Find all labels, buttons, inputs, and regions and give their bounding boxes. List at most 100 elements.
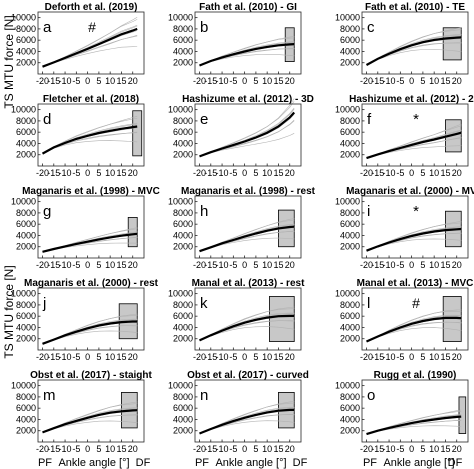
y-tick-label: 4000 bbox=[16, 138, 36, 148]
x-tick-label: -20 bbox=[36, 444, 49, 454]
y-tick-label: 8000 bbox=[16, 392, 36, 402]
y-tick-label: 4000 bbox=[340, 322, 360, 332]
panel-h: Maganaris et al. (1998) - rest 2000 400060… bbox=[168, 186, 316, 270]
axes-frame bbox=[194, 195, 302, 259]
panel-letter: o bbox=[367, 387, 375, 404]
mean-curve bbox=[199, 408, 295, 435]
x-tick-label: -15 bbox=[371, 260, 384, 270]
y-tick-label: 6000 bbox=[340, 35, 360, 45]
y-tick-label: 4000 bbox=[173, 322, 193, 332]
x-tick-label: -20 bbox=[360, 76, 373, 86]
y-tick-label: 6000 bbox=[16, 403, 36, 413]
y-tick-label: 4000 bbox=[173, 46, 193, 56]
individual-curve bbox=[199, 326, 295, 341]
y-tick-label: 6000 bbox=[340, 219, 360, 229]
x-tick-label: -10 bbox=[383, 352, 396, 362]
panel-letter: g bbox=[43, 203, 51, 220]
panel-title: Hashizume et al. (2012) - 3D bbox=[182, 94, 314, 105]
x-tick-label: 20 bbox=[452, 352, 462, 362]
x-tick-label: 5 bbox=[420, 444, 425, 454]
y-tick-label: 10000 bbox=[168, 381, 193, 391]
panel-title: Fletcher et al. (2018) bbox=[43, 94, 139, 105]
y-tick-label: 6000 bbox=[16, 219, 36, 229]
y-tick-label: 2000 bbox=[16, 242, 36, 252]
y-tick-label: 6000 bbox=[340, 403, 360, 413]
x-tick-label: 0 bbox=[409, 76, 414, 86]
panel-a: Deforth et al. (2019)2000400060008000100… bbox=[11, 2, 145, 86]
x-tick-label: -5 bbox=[72, 76, 80, 86]
x-tick-label: -20 bbox=[36, 76, 49, 86]
individual-curve bbox=[199, 101, 295, 157]
x-label-ankle-angle: Ankle angle [°] bbox=[215, 457, 286, 469]
significance-mark: * bbox=[413, 203, 419, 220]
experimental-range-box bbox=[442, 27, 462, 61]
panel-g: Maganaris et al. (1998) - MVC 2000 4000600… bbox=[11, 186, 160, 270]
mean-curve bbox=[365, 36, 462, 66]
y-tick-label: 8000 bbox=[16, 24, 36, 34]
x-tick-label: 10 bbox=[429, 444, 439, 454]
y-tick-label: 6000 bbox=[173, 219, 193, 229]
x-tick-label: -5 bbox=[72, 444, 80, 454]
y-tick-label: 10000 bbox=[335, 105, 360, 115]
y-tick-label: 6000 bbox=[173, 403, 193, 413]
y-tick-label: 8000 bbox=[16, 208, 36, 218]
x-tick-label: -5 bbox=[229, 168, 237, 178]
axes-frame bbox=[361, 379, 469, 443]
x-tick-label: 15 bbox=[116, 260, 126, 270]
mean-curve bbox=[199, 111, 296, 158]
significance-mark: # bbox=[88, 19, 96, 35]
x-tick-label: 20 bbox=[285, 352, 295, 362]
x-tick-label: -15 bbox=[204, 76, 217, 86]
significance-mark: # bbox=[412, 295, 420, 311]
x-axis-labels-col3: PF Ankle angle [°] DF bbox=[363, 457, 463, 469]
x-tick-label: 5 bbox=[96, 444, 101, 454]
x-tick-label: 15 bbox=[440, 444, 450, 454]
y-tick-label: 2000 bbox=[173, 150, 193, 160]
panel-letter: i bbox=[367, 203, 370, 220]
x-tick-label: 15 bbox=[116, 76, 126, 86]
x-tick-label: -15 bbox=[47, 444, 60, 454]
x-tick-label: -5 bbox=[396, 76, 404, 86]
panel-m: Obst et al. (2017) - staight 2000 40006000… bbox=[11, 370, 153, 454]
x-tick-label: 5 bbox=[253, 260, 258, 270]
panel-title: Manal et al. (2013) - MVC bbox=[357, 278, 474, 289]
axes-frame bbox=[361, 103, 469, 167]
y-tick-label: 10000 bbox=[168, 105, 193, 115]
x-tick-label: 15 bbox=[273, 168, 283, 178]
x-tick-label: 15 bbox=[273, 260, 283, 270]
x-tick-label: 15 bbox=[273, 352, 283, 362]
x-label-df: DF bbox=[448, 457, 463, 469]
x-tick-label: 15 bbox=[273, 444, 283, 454]
x-tick-label: -5 bbox=[229, 260, 237, 270]
y-tick-label: 2000 bbox=[173, 58, 193, 68]
y-tick-label: 4000 bbox=[340, 138, 360, 148]
y-tick-label: 2000 bbox=[340, 58, 360, 68]
x-tick-label: -10 bbox=[216, 76, 229, 86]
x-tick-label: 15 bbox=[440, 352, 450, 362]
y-tick-label: 10000 bbox=[335, 13, 360, 23]
axes-frame bbox=[194, 379, 302, 443]
x-tick-label: -15 bbox=[204, 168, 217, 178]
x-tick-label: 15 bbox=[116, 352, 126, 362]
x-tick-label: 10 bbox=[105, 76, 115, 86]
x-tick-label: -15 bbox=[371, 76, 384, 86]
y-tick-label: 6000 bbox=[16, 35, 36, 45]
panel-k: Manal et al. (2013) - rest 2000 4000600080… bbox=[168, 278, 305, 362]
x-tick-label: -5 bbox=[396, 168, 404, 178]
y-tick-label: 2000 bbox=[16, 334, 36, 344]
panel-title: Maganaris et al. (2000) - MVC bbox=[346, 186, 474, 197]
x-tick-label: -15 bbox=[371, 352, 384, 362]
x-tick-label: -15 bbox=[371, 168, 384, 178]
x-tick-label: -20 bbox=[360, 444, 373, 454]
x-label-df: DF bbox=[293, 457, 308, 469]
x-tick-label: 0 bbox=[85, 260, 90, 270]
panel-title: Rugg et al. (1990) bbox=[374, 370, 457, 381]
mean-curve bbox=[42, 409, 138, 434]
x-tick-label: 10 bbox=[262, 168, 272, 178]
y-tick-label: 8000 bbox=[173, 392, 193, 402]
mean-curve bbox=[42, 320, 138, 345]
y-tick-label: 8000 bbox=[173, 300, 193, 310]
mean-curve bbox=[42, 232, 138, 253]
panel-title: Obst et al. (2017) - curved bbox=[187, 370, 309, 381]
